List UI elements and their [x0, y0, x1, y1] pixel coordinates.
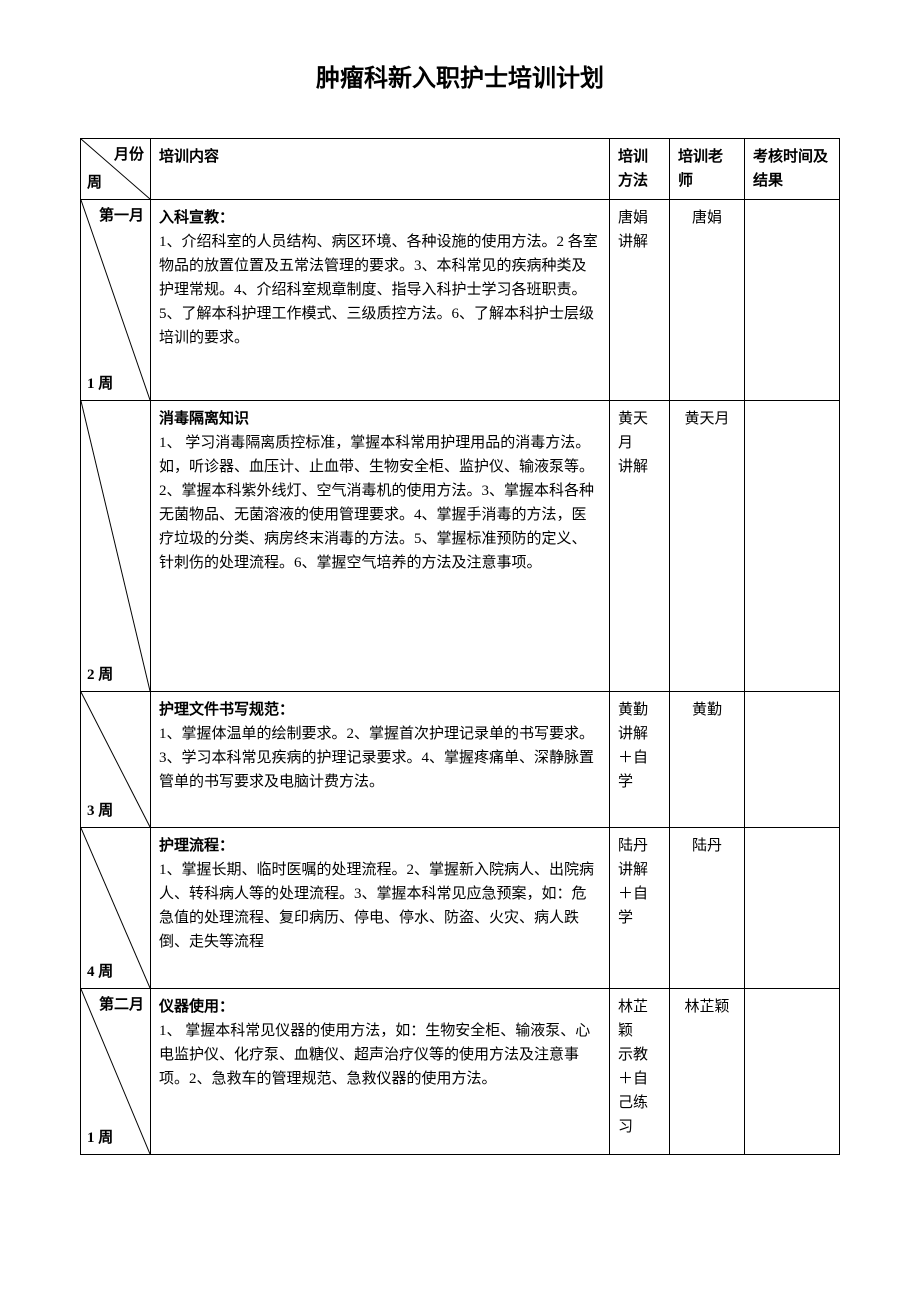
method-cell: 黄勤 讲解＋自学 [610, 692, 670, 828]
month-label: 第一月 [99, 204, 144, 228]
content-cell: 消毒隔离知识 1、 学习消毒隔离质控标准，掌握本科常用护理用品的消毒方法。如，听… [151, 401, 610, 692]
content-body: 1、掌握长期、临时医嘱的处理流程。2、掌握新入院病人、出院病人、转科病人等的处理… [159, 862, 594, 950]
month-label: 第二月 [99, 993, 144, 1017]
content-title: 护理流程： [159, 838, 234, 854]
month-week-cell: 第二月 1 周 [81, 989, 151, 1155]
method-cell: 唐娟 讲解 [610, 200, 670, 401]
method-line2: 讲解＋自学 [618, 726, 648, 790]
content-cell: 入科宣教： 1、介绍科室的人员结构、病区环境、各种设施的使用方法。2 各室物品的… [151, 200, 610, 401]
content-body: 1、 学习消毒隔离质控标准，掌握本科常用护理用品的消毒方法。如，听诊器、血压计、… [159, 435, 594, 571]
content-body: 1、介绍科室的人员结构、病区环境、各种设施的使用方法。2 各室物品的放置位置及五… [159, 234, 598, 346]
month-week-cell: 2 周 [81, 401, 151, 692]
table-row: 2 周 消毒隔离知识 1、 学习消毒隔离质控标准，掌握本科常用护理用品的消毒方法… [81, 401, 840, 692]
teacher-cell: 黄勤 [670, 692, 745, 828]
header-week-label: 周 [87, 171, 102, 195]
method-cell: 林芷颖 示教＋自己练习 [610, 989, 670, 1155]
week-label: 3 周 [87, 799, 113, 823]
table-row: 第一月 1 周 入科宣教： 1、介绍科室的人员结构、病区环境、各种设施的使用方法… [81, 200, 840, 401]
result-cell [745, 200, 840, 401]
method-line2: 讲解 [618, 459, 648, 475]
content-title: 消毒隔离知识 [159, 411, 249, 427]
teacher-cell: 林芷颖 [670, 989, 745, 1155]
table-row: 第二月 1 周 仪器使用： 1、 掌握本科常见仪器的使用方法，如：生物安全柜、输… [81, 989, 840, 1155]
teacher-cell: 黄天月 [670, 401, 745, 692]
method-line2: 示教＋自己练习 [618, 1047, 648, 1135]
result-cell [745, 828, 840, 989]
week-label: 1 周 [87, 1126, 113, 1150]
week-label: 1 周 [87, 372, 113, 396]
content-cell: 护理文件书写规范： 1、掌握体温单的绘制要求。2、掌握首次护理记录单的书写要求。… [151, 692, 610, 828]
header-teacher: 培训老师 [670, 139, 745, 200]
table-header-row: 月份 周 培训内容 培训方法 培训老师 考核时间及结果 [81, 139, 840, 200]
training-plan-table: 月份 周 培训内容 培训方法 培训老师 考核时间及结果 第一月 1 周 入科宣教… [80, 138, 840, 1155]
content-body: 1、掌握体温单的绘制要求。2、掌握首次护理记录单的书写要求。3、学习本科常见疾病… [159, 726, 594, 790]
method-line1: 唐娟 [618, 210, 648, 226]
month-week-cell: 3 周 [81, 692, 151, 828]
method-cell: 陆丹 讲解＋自学 [610, 828, 670, 989]
method-line2: 讲解＋自学 [618, 862, 648, 926]
content-title: 入科宣教： [159, 210, 234, 226]
content-body: 1、 掌握本科常见仪器的使用方法，如：生物安全柜、输液泵、心电监护仪、化疗泵、血… [159, 1023, 590, 1087]
header-method: 培训方法 [610, 139, 670, 200]
result-cell [745, 989, 840, 1155]
table-row: 4 周 护理流程： 1、掌握长期、临时医嘱的处理流程。2、掌握新入院病人、出院病… [81, 828, 840, 989]
header-content: 培训内容 [151, 139, 610, 200]
content-title: 仪器使用： [159, 999, 234, 1015]
table-row: 3 周 护理文件书写规范： 1、掌握体温单的绘制要求。2、掌握首次护理记录单的书… [81, 692, 840, 828]
teacher-cell: 唐娟 [670, 200, 745, 401]
month-week-cell: 4 周 [81, 828, 151, 989]
content-title: 护理文件书写规范： [159, 702, 294, 718]
header-month-label: 月份 [114, 143, 144, 167]
header-month-week: 月份 周 [81, 139, 151, 200]
result-cell [745, 401, 840, 692]
header-result: 考核时间及结果 [745, 139, 840, 200]
method-line1: 林芷颖 [618, 999, 648, 1039]
method-cell: 黄天月 讲解 [610, 401, 670, 692]
content-cell: 护理流程： 1、掌握长期、临时医嘱的处理流程。2、掌握新入院病人、出院病人、转科… [151, 828, 610, 989]
teacher-cell: 陆丹 [670, 828, 745, 989]
method-line1: 陆丹 [618, 838, 648, 854]
method-line1: 黄天月 [618, 411, 648, 451]
method-line1: 黄勤 [618, 702, 648, 718]
month-week-cell: 第一月 1 周 [81, 200, 151, 401]
document-title: 肿瘤科新入职护士培训计划 [80, 60, 840, 98]
content-cell: 仪器使用： 1、 掌握本科常见仪器的使用方法，如：生物安全柜、输液泵、心电监护仪… [151, 989, 610, 1155]
week-label: 4 周 [87, 960, 113, 984]
result-cell [745, 692, 840, 828]
method-line2: 讲解 [618, 234, 648, 250]
week-label: 2 周 [87, 663, 113, 687]
